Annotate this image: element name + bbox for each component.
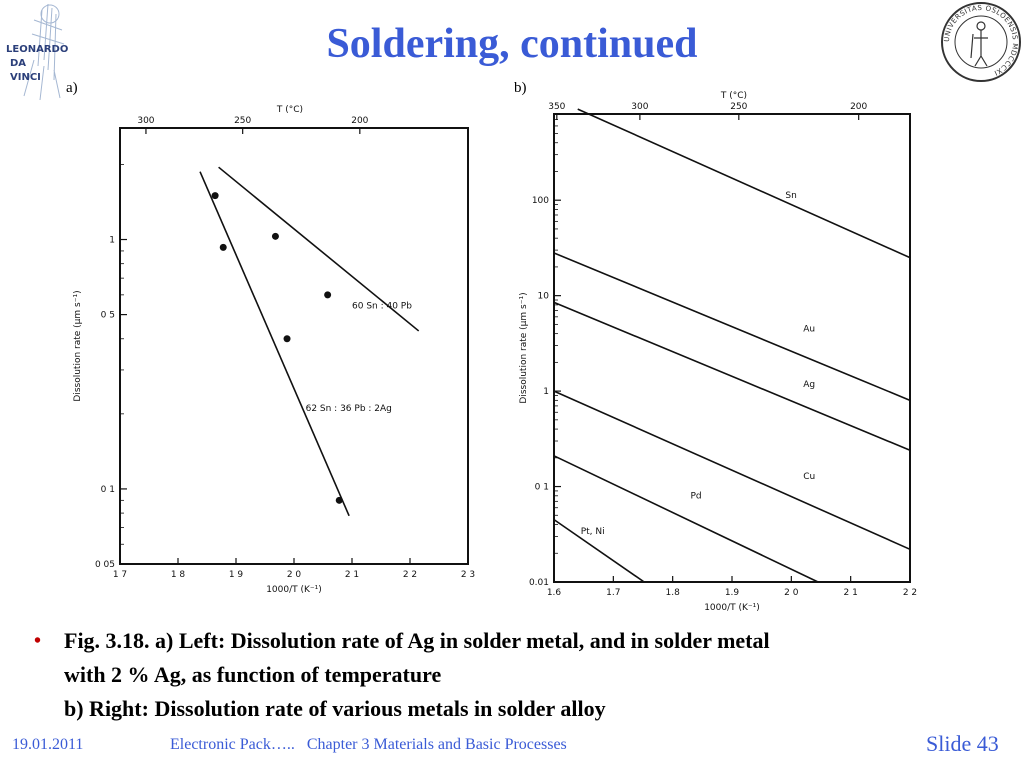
caption-line-1: Fig. 3.18. a) Left: Dissolution rate of … <box>64 628 770 653</box>
x-tick-label: 2 1 <box>345 570 359 580</box>
top-tick-label: 250 <box>234 116 251 126</box>
x-tick-label: 2 0 <box>784 588 799 598</box>
series-label-5: Pt, Ni <box>581 527 605 537</box>
x-tick-label: 2 2 <box>903 588 917 598</box>
plot-frame <box>119 127 469 565</box>
series-label-1: Au <box>803 325 815 335</box>
series-label-3: Cu <box>803 472 815 482</box>
slide-label: Slide <box>926 731 972 756</box>
logo-line-3: VINCI <box>10 72 41 83</box>
y-tick-label: 0.01 <box>529 578 549 588</box>
y-tick-label: 0 1 <box>101 485 115 495</box>
footer-slide-number: Slide 43 <box>926 731 999 757</box>
chart-a-dissolution-ag: 1 7 1 8 1 9 2 0 2 1 2 2 2 3 1000/T (K⁻¹) 0 05 0 1… <box>73 105 475 595</box>
logo-line-2: DA <box>10 58 26 69</box>
top-tick-label: 250 <box>730 102 747 112</box>
top-tick-label: 200 <box>351 116 368 126</box>
caption-line-3: b) Right: Dissolution rate of various me… <box>64 696 606 721</box>
series-line-5 <box>553 518 645 583</box>
university-of-oslo-seal: UNIVERSITAS OSLOENSIS MDCCCXI <box>941 2 1021 82</box>
series-label-2: Ag <box>803 380 815 390</box>
top-tick-label: 300 <box>137 116 154 126</box>
footer-course: Electronic Pack….. Chapter 3 Materials a… <box>170 736 567 753</box>
fit-line-1 <box>199 171 350 517</box>
x-tick-label: 2 2 <box>403 570 417 580</box>
y-tick-label: 1 <box>543 387 549 397</box>
x-tick-label: 1 8 <box>171 570 186 580</box>
x-tick-label: 2 1 <box>844 588 858 598</box>
x-axis-label: 1000/T (K⁻¹) <box>266 585 322 595</box>
y-tick-label: 0 5 <box>101 311 115 321</box>
x-tick-label: 2 3 <box>461 570 475 580</box>
data-point <box>219 243 227 251</box>
series-line-4 <box>553 455 819 583</box>
top-axis-label: T (°C) <box>720 91 747 101</box>
data-point <box>335 496 343 504</box>
top-tick-label: 300 <box>631 102 648 112</box>
caption-line-2: with 2 % Ag, as function of temperature <box>64 662 442 687</box>
top-tick-label: 350 <box>548 102 565 112</box>
x-axis-label: 1000/T (K⁻¹) <box>704 603 760 613</box>
plot-frame <box>553 113 911 583</box>
y-tick-label: 100 <box>532 196 549 206</box>
x-tick-label: 2 0 <box>287 570 302 580</box>
y-tick-label: 0 05 <box>95 560 115 570</box>
x-tick-label: 1.6 <box>547 588 562 598</box>
series-label-4: Pd <box>690 491 701 501</box>
series-label-60sn: 60 Sn : 40 Pb <box>352 301 412 311</box>
data-point <box>211 192 219 200</box>
leonardo-da-vinci-logo: LEONARDO DA VINCI <box>6 3 68 101</box>
series-line-3 <box>553 390 911 551</box>
y-tick-label: 0 1 <box>535 483 549 493</box>
y-tick-label: 1 <box>109 236 115 246</box>
x-tick-label: 1.7 <box>606 588 620 598</box>
data-point <box>324 291 332 299</box>
slide-title: Soldering, continued <box>326 21 698 67</box>
slide-number: 43 <box>976 731 999 756</box>
footer-date: 19.01.2011 <box>12 736 84 753</box>
series-line-0 <box>577 108 911 259</box>
data-point <box>271 232 279 240</box>
series-label-0: Sn <box>785 191 796 201</box>
x-tick-label: 1.8 <box>666 588 681 598</box>
panel-b-label: b) <box>514 80 527 96</box>
chart-b-dissolution-metals: 1.6 1.7 1.8 1.9 2 0 2 1 2 2 1000/T (K⁻¹) 0.01 0 1… <box>519 91 917 613</box>
data-point <box>283 335 291 343</box>
top-tick-label: 200 <box>850 102 867 112</box>
bullet-icon: • <box>34 630 42 652</box>
x-tick-label: 1.9 <box>725 588 740 598</box>
y-tick-label: 10 <box>538 292 550 302</box>
series-line-1 <box>553 252 911 402</box>
series-label-62sn: 62 Sn : 36 Pb : 2Ag <box>306 404 392 414</box>
panel-a-label: a) <box>66 80 78 96</box>
logo-line-1: LEONARDO <box>6 44 68 55</box>
fit-line-0 <box>218 166 420 332</box>
y-axis-label: Dissolution rate (µm s⁻¹) <box>73 290 83 401</box>
x-tick-label: 1 7 <box>113 570 127 580</box>
top-axis-label: T (°C) <box>276 105 303 115</box>
x-tick-label: 1 9 <box>229 570 244 580</box>
y-axis-label: Dissolution rate (µm s⁻¹) <box>519 292 529 403</box>
series-line-2 <box>553 301 911 451</box>
